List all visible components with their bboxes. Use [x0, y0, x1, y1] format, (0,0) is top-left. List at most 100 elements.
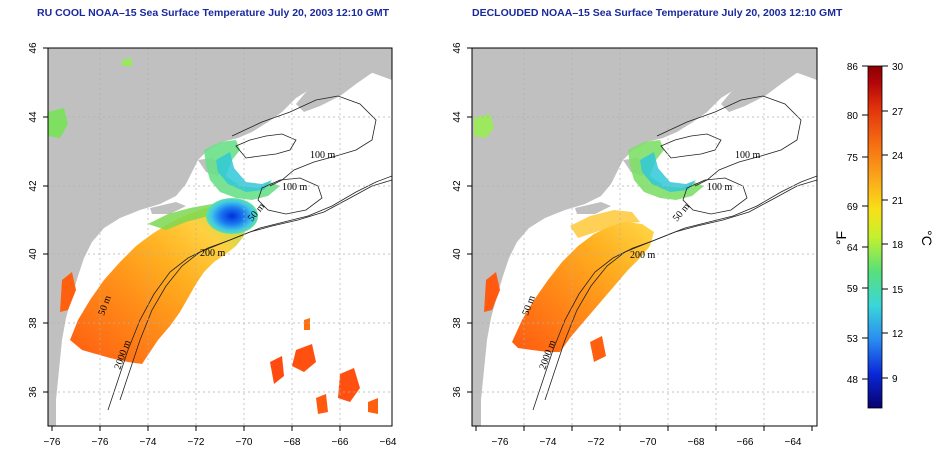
left-sst-patch-1 — [60, 272, 76, 312]
left-y-tick: 42 — [28, 180, 39, 192]
fahrenheit-tick: 64 — [847, 243, 859, 254]
right-depth-contours — [532, 95, 817, 411]
right-y-tick: 36 — [452, 386, 463, 398]
right-y-tick: 46 — [452, 42, 463, 54]
fahrenheit-tick: 53 — [847, 334, 859, 345]
right-x-axis: −76 −74 −72 −70 −68 −66 −64 — [475, 426, 813, 448]
left-map-frame — [47, 47, 393, 427]
celsius-tick: 9 — [892, 374, 898, 385]
left-contour-georges — [257, 177, 323, 215]
right-y-tick: 38 — [452, 317, 463, 329]
left-y-tick: 38 — [28, 317, 39, 329]
left-y-tick: 36 — [28, 386, 39, 398]
left-y-tick: 44 — [28, 111, 39, 123]
right-y-axis: 36 38 40 42 44 46 — [452, 42, 472, 398]
left-x-axis: −76 −76 −74 −72 −70 −68 −66 −64 — [44, 426, 397, 448]
right-map-frame — [471, 47, 818, 427]
right-grid — [472, 48, 817, 426]
right-x-tick: −72 — [588, 437, 605, 448]
colorbar: 86 80 75 69 64 59 53 48 30 27 24 21 18 1… — [833, 62, 935, 409]
left-x-tick: −76 — [44, 437, 61, 448]
left-contour-label-1: 100 m — [310, 150, 336, 161]
left-sst-cold-spot — [206, 198, 258, 234]
right-map-panel: 100 m 100 m 50 m 200 m 50 m 2000 m −76 −… — [452, 42, 818, 448]
right-sst-gulf-maine-cool — [640, 152, 696, 192]
celsius-unit-label: °C — [919, 230, 935, 246]
right-contour-gulf-maine — [656, 95, 802, 187]
celsius-tick: 21 — [892, 196, 904, 207]
right-sst-patch-1 — [484, 272, 500, 312]
left-sst-patch-2 — [292, 344, 316, 372]
fahrenheit-tick: 48 — [847, 375, 859, 386]
left-land — [48, 48, 392, 426]
left-long-island — [150, 202, 186, 214]
right-y-tick: 44 — [452, 111, 463, 123]
right-x-tick: −70 — [640, 437, 657, 448]
right-contour-label-2: 100 m — [707, 182, 733, 193]
left-y-tick: 40 — [28, 248, 39, 260]
left-sst-gulf-maine-cool — [216, 152, 272, 192]
right-sst-patch-2 — [590, 336, 606, 362]
right-contour-label-1: 100 m — [735, 150, 761, 161]
left-y-axis: 36 38 40 42 44 46 — [28, 42, 48, 398]
right-land — [472, 48, 817, 426]
left-x-tick: −72 — [188, 437, 205, 448]
left-grid — [48, 48, 392, 426]
right-sst-patch-3 — [474, 114, 494, 138]
right-x-tick: −74 — [540, 437, 557, 448]
left-contour-label-2: 100 m — [282, 182, 308, 193]
left-sst-warm — [70, 206, 246, 364]
left-sst-patch-4 — [338, 368, 360, 402]
left-contour-slope — [107, 179, 392, 411]
fahrenheit-unit-label: °F — [833, 231, 849, 245]
left-x-tick: −68 — [284, 437, 301, 448]
right-nova-scotia — [721, 48, 817, 112]
right-sst-gulf-maine — [628, 140, 704, 200]
left-x-tick: −70 — [236, 437, 253, 448]
left-contour-label-4: 200 m — [200, 248, 226, 259]
left-sst-patch-3 — [270, 356, 284, 384]
right-x-tick: −68 — [688, 437, 705, 448]
celsius-tick: 24 — [892, 151, 904, 162]
left-x-tick: −66 — [332, 437, 349, 448]
celsius-tick: 18 — [892, 240, 904, 251]
left-x-tick: −64 — [380, 437, 397, 448]
left-x-tick: −74 — [140, 437, 157, 448]
fahrenheit-tick: 75 — [847, 153, 859, 164]
celsius-tick: 12 — [892, 329, 904, 340]
right-y-tick: 40 — [452, 248, 463, 260]
right-contour-inner — [660, 133, 722, 159]
left-sst-patch-6 — [368, 398, 378, 414]
left-map-panel: 100 m 100 m 50 m 200 m 50 m 2000 m −76 −… — [28, 42, 397, 448]
fahrenheit-tick: 86 — [847, 62, 859, 73]
left-nova-scotia — [296, 48, 392, 112]
left-map-title: RU COOL NOAA–15 Sea Surface Temperature … — [37, 7, 390, 19]
left-sst-patch-5 — [316, 394, 328, 414]
right-sst-yellow-band — [570, 210, 640, 238]
left-contour-inner — [235, 133, 297, 159]
left-depth-contours — [107, 95, 392, 411]
left-sst-patch-7 — [304, 318, 310, 330]
left-sst-patch-8 — [48, 108, 68, 138]
right-x-tick: −66 — [737, 437, 754, 448]
right-long-island — [575, 202, 611, 214]
right-y-tick: 42 — [452, 180, 463, 192]
fahrenheit-tick: 80 — [847, 111, 859, 122]
right-contour-georges — [682, 177, 748, 215]
right-sst-warm — [512, 222, 654, 352]
left-sst-gulf-maine — [204, 140, 280, 200]
right-x-tick: −76 — [492, 437, 509, 448]
left-y-tick: 46 — [28, 42, 39, 54]
left-sst-patch-9 — [122, 58, 132, 66]
right-map-title: DECLOUDED NOAA–15 Sea Surface Temperatur… — [472, 7, 843, 19]
celsius-tick: 27 — [892, 107, 904, 118]
right-contour-slope — [532, 179, 817, 411]
celsius-tick: 30 — [892, 62, 904, 73]
left-x-tick: −76 — [92, 437, 109, 448]
right-contour-label-4: 200 m — [630, 250, 656, 261]
celsius-tick: 15 — [892, 285, 904, 296]
fahrenheit-tick: 69 — [847, 202, 859, 213]
fahrenheit-tick: 59 — [847, 284, 859, 295]
right-x-tick: −64 — [785, 437, 802, 448]
